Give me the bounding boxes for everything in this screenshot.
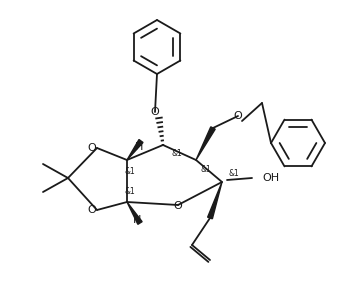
Text: O: O <box>88 205 96 215</box>
Polygon shape <box>127 139 143 160</box>
Text: &1: &1 <box>229 169 240 178</box>
Text: &1: &1 <box>200 166 211 175</box>
Text: O: O <box>151 107 159 117</box>
Text: H: H <box>133 215 141 225</box>
Text: O: O <box>174 201 182 211</box>
Text: &1: &1 <box>171 149 182 158</box>
Text: H: H <box>135 142 143 152</box>
Text: &1: &1 <box>125 188 135 197</box>
Polygon shape <box>208 182 222 219</box>
Text: O: O <box>88 143 96 153</box>
Text: &1: &1 <box>125 168 135 176</box>
Polygon shape <box>127 202 142 224</box>
Polygon shape <box>196 127 215 160</box>
Text: OH: OH <box>262 173 279 183</box>
Text: O: O <box>234 111 242 121</box>
